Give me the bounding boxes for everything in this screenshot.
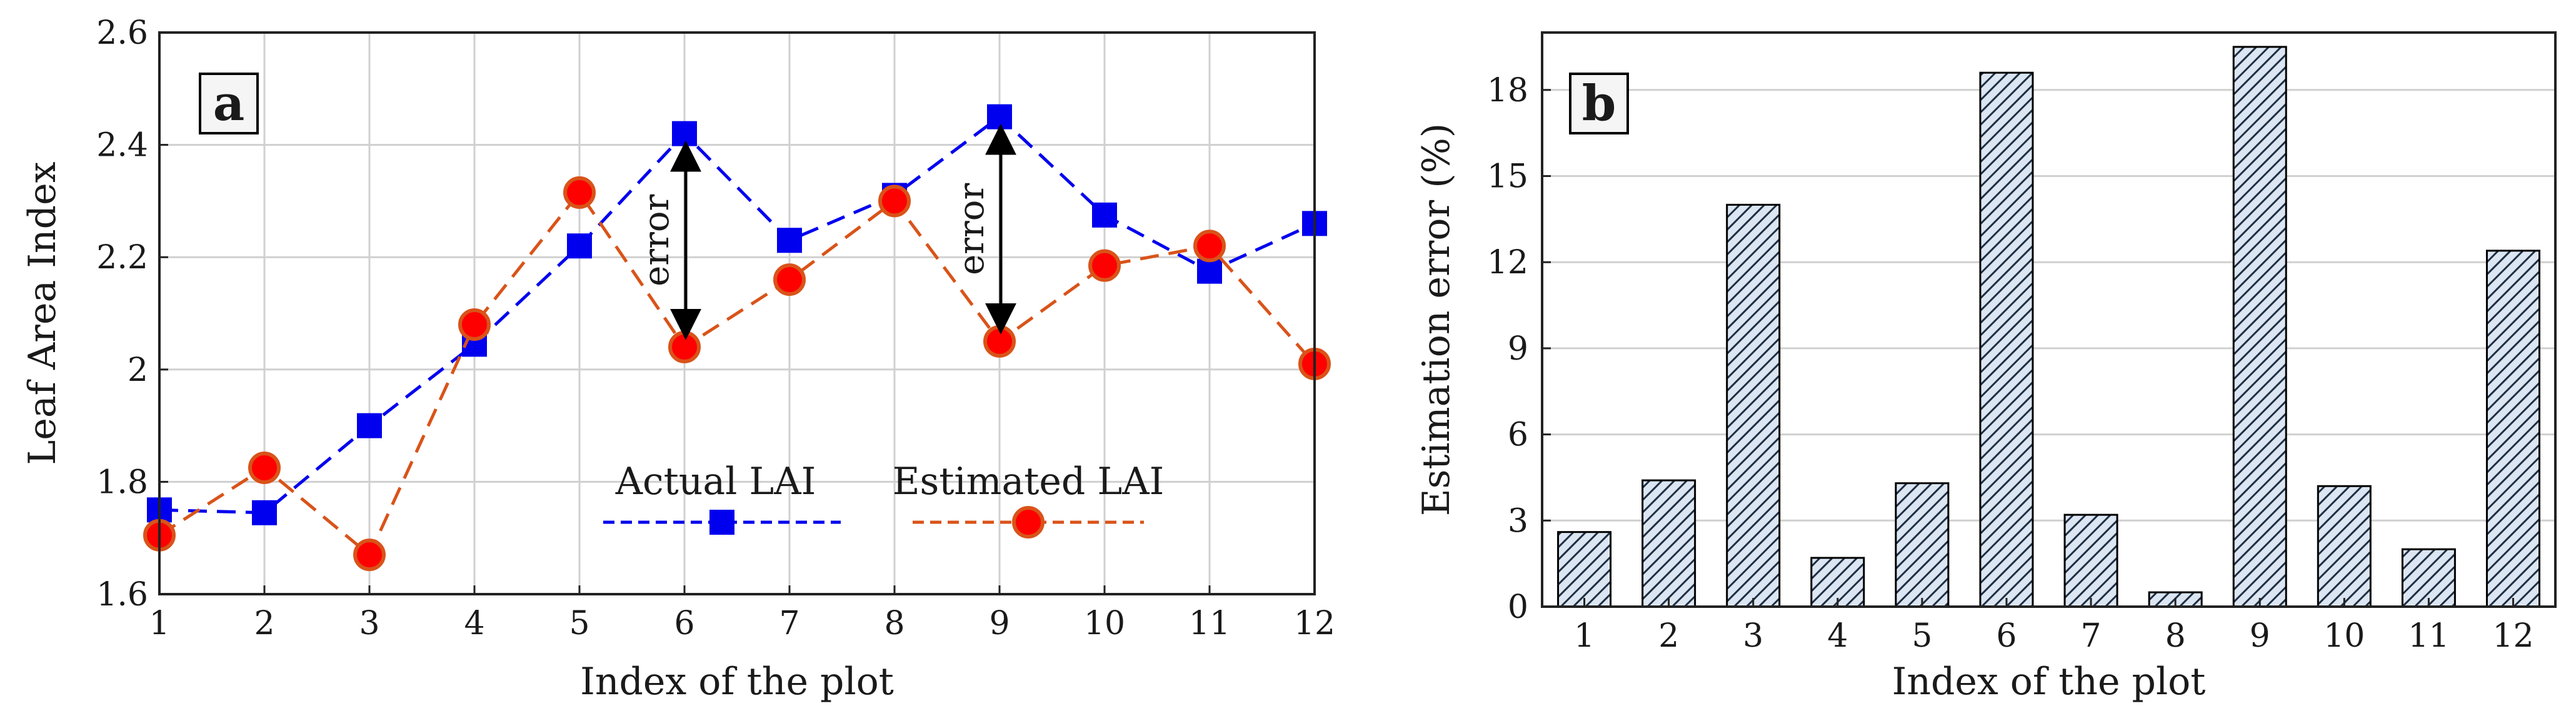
chart-a-data-point [1088, 249, 1121, 282]
chart-a-x-tick-label: 3 [359, 605, 379, 642]
chart-b-x-ticks: 1 2 3 4 5 6 7 8 9 10 11 12 [1574, 598, 2534, 655]
chart-b-y-tick-label: 6 [1508, 417, 1528, 454]
chart-a-y-tick-label: 2 [128, 351, 148, 389]
chart-a-frame [158, 31, 1316, 595]
chart-a-panel-label: a [199, 73, 259, 134]
chart-b-bar [2063, 513, 2118, 608]
chart-a-panel-label-text: a [213, 75, 245, 132]
chart-a-data-point [1092, 202, 1117, 228]
chart-a-x-tick-label: 11 [1189, 605, 1230, 642]
legend-label: Actual LAI [615, 460, 816, 503]
chart-a-data-point [252, 500, 277, 525]
chart-a-y-tick-label: 1.8 [96, 463, 148, 501]
chart-a-series-estimated [143, 176, 1331, 572]
chart-b-bar [1641, 479, 1696, 608]
chart-a-x-tick-label: 10 [1084, 605, 1125, 642]
chart-b-y-tick-label: 3 [1508, 502, 1528, 540]
chart-a-data-point [777, 228, 802, 253]
chart-b-x-tick-label: 4 [1827, 617, 1848, 655]
chart-b-x-tick-label: 5 [1912, 617, 1932, 655]
chart-b-bar [2232, 46, 2287, 608]
chart-a-x-axis-label: Index of the plot [580, 660, 894, 704]
chart-b-panel-label: b [1569, 73, 1629, 134]
legend-label: Estimated LAI [893, 460, 1165, 503]
chart-a-x-tick-label: 9 [989, 605, 1010, 642]
chart-a-data-point [773, 263, 806, 296]
chart-a-x-tick-label: 6 [674, 605, 694, 642]
chart-a-data-point [567, 233, 592, 259]
chart-a-data-point [987, 104, 1012, 129]
chart-b-bar [2317, 485, 2372, 608]
chart-a-legend: Actual LAI Estimated LAI [603, 460, 1165, 538]
chart-a-y-ticks: 1.6 1.8 2 2.2 2.4 2.6 [96, 14, 168, 614]
chart-a-y-tick-label: 2.2 [96, 239, 148, 276]
chart-a-series-actual [147, 104, 1327, 525]
legend-marker [1012, 506, 1045, 538]
chart-b-y-tick-label: 15 [1487, 158, 1528, 196]
legend-item-actual: Actual LAI [603, 460, 841, 535]
chart-a-x-tick-label: 4 [464, 605, 484, 642]
chart-b-bar [2485, 250, 2540, 608]
chart-a-data-point [672, 121, 697, 146]
chart-a-x-tick-label: 5 [569, 605, 589, 642]
chart-a-x-tick-label: 12 [1294, 605, 1335, 642]
chart-a-x-tick-label: 1 [149, 605, 169, 642]
chart-a-data-point [248, 451, 281, 484]
chart-b-y-axis-label: Estimation error (%) [1415, 123, 1458, 516]
chart-a-x-ticks: 1 2 3 4 5 6 7 8 9 10 11 12 [149, 585, 1335, 642]
chart-a-data-point [1197, 258, 1222, 284]
chart-a-y-tick-label: 2.6 [96, 14, 148, 52]
chart-b-bar [1979, 71, 2034, 608]
chart-b-x-tick-label: 6 [1996, 617, 2017, 655]
chart-b-x-tick-label: 8 [2165, 617, 2186, 655]
chart-b-y-ticks: 0 3 6 9 12 15 18 [1487, 72, 1551, 626]
chart-b-x-tick-label: 12 [2492, 617, 2533, 655]
chart-a-y-tick-label: 1.6 [96, 576, 148, 614]
chart-a: 1 2 3 4 5 6 7 8 9 10 11 12 1.61.822.22.42.6 error er… [21, 14, 1335, 704]
chart-a-series [143, 104, 1331, 572]
chart-a-y-tick-label: 2.4 [96, 127, 148, 164]
chart-b-x-tick-label: 11 [2408, 617, 2449, 655]
chart-a-data-point [458, 308, 491, 341]
chart-a-data-point [357, 413, 382, 438]
chart-b-y-tick-label: 0 [1508, 589, 1528, 626]
chart-b-y-tick-label: 9 [1508, 330, 1528, 368]
chart-b-bar [1726, 203, 1781, 608]
chart-b-bar [1895, 482, 1950, 608]
chart-b-x-tick-label: 10 [2323, 617, 2365, 655]
chart-b-x-tick-label: 1 [1574, 617, 1595, 655]
chart-b-y-tick-label: 12 [1487, 244, 1528, 281]
chart-a-data-point [983, 325, 1016, 358]
chart-a-data-point [878, 185, 911, 218]
chart-a-data-point [353, 538, 386, 572]
chart-a-x-tick-label: 8 [884, 605, 905, 642]
legend-item-estimated: Estimated LAI [893, 460, 1165, 538]
chart-b-x-tick-label: 2 [1658, 617, 1679, 655]
chart-a-x-tick-label: 7 [779, 605, 799, 642]
chart-a-x-tick-label: 2 [254, 605, 274, 642]
chart-b-x-tick-label: 7 [2080, 617, 2101, 655]
chart-a-data-point [563, 176, 596, 209]
chart-a-data-point [668, 330, 701, 363]
error-annotation-label: error [636, 194, 677, 286]
chart-b-x-tick-label: 3 [1743, 617, 1763, 655]
error-annotation-label: error [951, 183, 992, 275]
chart-a-series-line [159, 114, 1316, 515]
chart-b-x-tick-label: 9 [2250, 617, 2270, 655]
chart-b-bar [1557, 531, 1612, 608]
chart-b-grid [1542, 89, 2555, 522]
chart-b-y-tick-label: 18 [1487, 72, 1528, 109]
chart-b-bars [1557, 46, 2540, 608]
chart-b-x-axis-label: Index of the plot [1892, 660, 2206, 704]
chart-b-panel-label-text: b [1582, 75, 1616, 132]
legend-marker [709, 510, 734, 535]
chart-a-y-axis-label: Leaf Area Index [21, 161, 64, 465]
chart-b-frame [1541, 31, 2557, 608]
chart-a-data-point [1193, 230, 1226, 263]
chart-a-annotations: error error [636, 123, 1016, 340]
chart-a-series-line [158, 190, 1316, 558]
